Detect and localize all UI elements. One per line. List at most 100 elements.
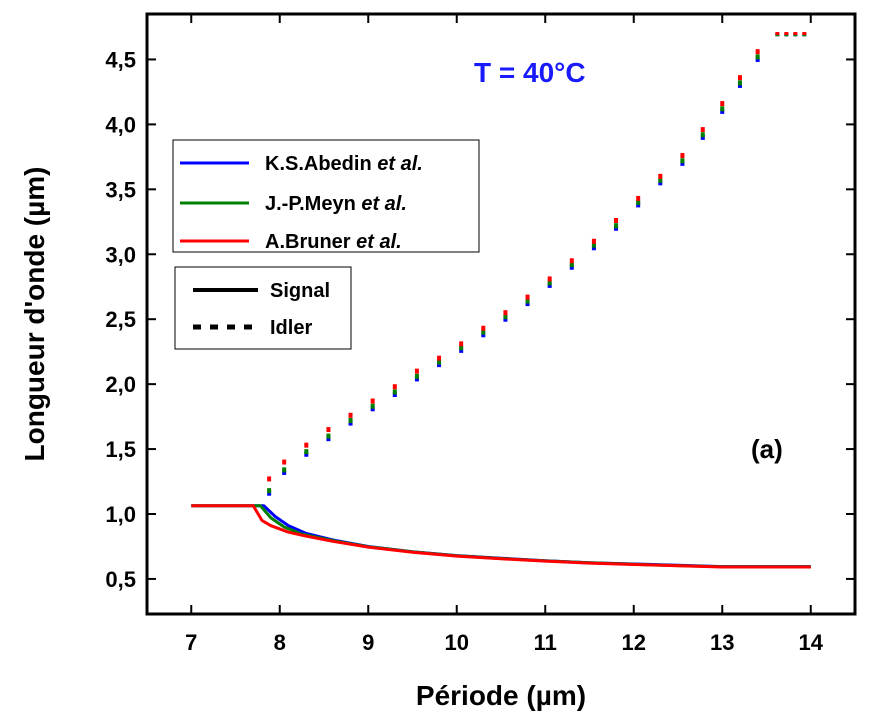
idler-point xyxy=(569,262,574,268)
idler-point xyxy=(370,403,375,409)
idler-point xyxy=(680,158,685,164)
idler-point xyxy=(700,134,705,140)
idler-point xyxy=(614,217,619,223)
idler-point xyxy=(503,316,508,322)
idler-point xyxy=(414,373,419,379)
idler-point xyxy=(459,347,464,353)
idler-point xyxy=(326,436,331,442)
x-tick-label: 14 xyxy=(799,630,824,655)
idler-point xyxy=(481,325,486,331)
x-axis-label: Période (µm) xyxy=(416,680,586,711)
idler-point xyxy=(282,467,287,473)
idler-point xyxy=(414,368,419,374)
idler-point xyxy=(591,245,596,251)
idler-point xyxy=(348,412,353,418)
idler-point xyxy=(591,238,596,244)
axis-ticks: 7 8 9 10 11 12 13 14 0,5 1,0 1,5 2,0 2,5 3,0 3,5 4,0 4,5 xyxy=(105,14,855,655)
idler-point xyxy=(737,82,742,88)
plot-frame xyxy=(145,12,857,616)
x-tick-label: 10 xyxy=(445,630,469,655)
idler-point xyxy=(437,355,442,361)
idler-point xyxy=(304,442,309,448)
idler-point xyxy=(525,301,530,307)
idler-point xyxy=(636,195,641,201)
idler-point xyxy=(348,420,353,426)
idler-point xyxy=(525,294,530,300)
y-tick-label: 4,0 xyxy=(105,112,136,137)
y-tick-label: 4,5 xyxy=(105,47,136,72)
author-legend-box xyxy=(172,139,480,253)
idler-point xyxy=(459,345,464,351)
idler-point xyxy=(680,160,685,166)
idler-point xyxy=(700,132,705,138)
idler-point xyxy=(282,469,287,475)
idler-point xyxy=(348,417,353,423)
idler-point xyxy=(282,459,287,465)
idler-point xyxy=(459,341,464,347)
legend-label-signal: Signal xyxy=(270,280,330,302)
idler-point xyxy=(658,180,663,186)
idler-point xyxy=(414,376,419,382)
idler-point xyxy=(392,384,397,390)
style-legend: Signal Idler xyxy=(174,266,352,350)
idler-point xyxy=(304,449,309,455)
idler-point xyxy=(267,488,272,494)
x-tick-label: 12 xyxy=(622,630,646,655)
panel-label: (a) xyxy=(751,434,783,464)
idler-point xyxy=(569,258,574,264)
y-axis-label: Longueur d'onde (µm) xyxy=(19,167,50,462)
legend-label-abedin: K.S.Abedin et al. xyxy=(265,153,423,175)
legend-label-meyn: J.-P.Meyn et al. xyxy=(265,193,407,215)
idler-point xyxy=(525,298,530,304)
author-legend: K.S.Abedin et al. J.-P.Meyn et al. A.Bru… xyxy=(172,139,480,253)
idler-point xyxy=(680,153,685,159)
idler-point xyxy=(755,49,760,55)
idler-point xyxy=(437,362,442,368)
idler-point xyxy=(370,398,375,404)
y-tick-label: 1,0 xyxy=(105,502,136,527)
idler-point xyxy=(503,314,508,320)
idler-point xyxy=(481,332,486,338)
idler-point xyxy=(503,310,508,316)
idler-point xyxy=(614,223,619,229)
idler-point xyxy=(591,242,596,248)
idler-point xyxy=(267,490,272,496)
idler-point xyxy=(326,433,331,439)
signal-line xyxy=(191,504,811,569)
legend-label-bruner: A.Bruner et al. xyxy=(265,231,402,253)
legend-label-idler: Idler xyxy=(270,317,312,339)
series-layer xyxy=(191,31,811,569)
y-tick-label: 0,5 xyxy=(105,567,136,592)
idler-point xyxy=(481,329,486,335)
idler-point xyxy=(700,127,705,133)
idler-point xyxy=(720,106,725,112)
idler-point xyxy=(547,276,552,282)
x-tick-label: 9 xyxy=(362,630,374,655)
y-tick-label: 3,0 xyxy=(105,242,136,267)
y-tick-label: 3,5 xyxy=(105,177,136,202)
idler-point xyxy=(755,56,760,62)
idler-point xyxy=(658,177,663,183)
idler-point xyxy=(720,108,725,114)
idler-point xyxy=(326,427,331,433)
idler-point xyxy=(392,392,397,398)
y-tick-label: 2,0 xyxy=(105,372,136,397)
temperature-annotation: T = 40°C xyxy=(474,57,586,88)
y-tick-label: 2,5 xyxy=(105,307,136,332)
y-tick-label: 1,5 xyxy=(105,437,136,462)
x-tick-label: 13 xyxy=(710,630,734,655)
idler-point xyxy=(370,406,375,412)
idler-point xyxy=(636,202,641,208)
style-legend-box xyxy=(174,266,352,350)
idler-point xyxy=(267,476,272,482)
x-tick-label: 7 xyxy=(185,630,197,655)
idler-point xyxy=(304,451,309,457)
idler-point xyxy=(437,359,442,365)
idler-point xyxy=(755,54,760,60)
idler-point xyxy=(720,101,725,107)
idler-point xyxy=(737,80,742,86)
x-tick-label: 11 xyxy=(534,630,557,655)
idler-point xyxy=(658,173,663,179)
idler-point xyxy=(636,199,641,205)
